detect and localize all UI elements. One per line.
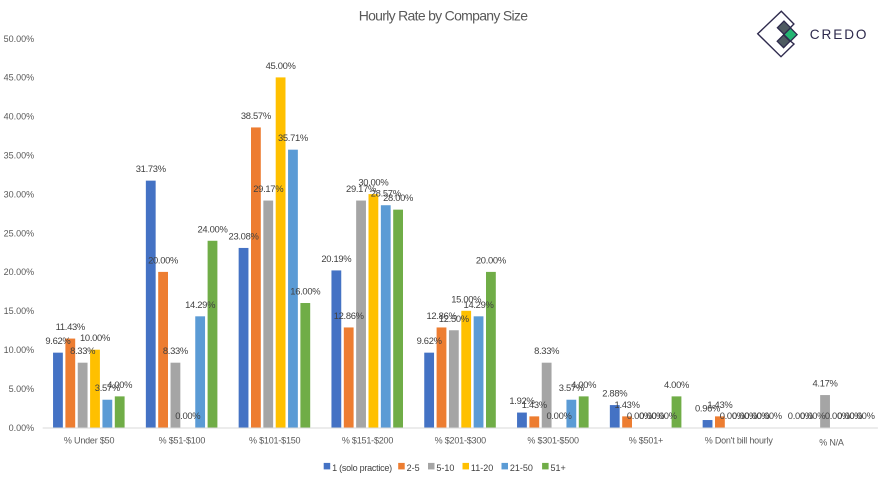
svg-text:0.00%: 0.00% [652, 410, 677, 421]
svg-text:% $51-$100: % $51-$100 [159, 436, 206, 446]
svg-text:28.57%: 28.57% [371, 188, 401, 199]
svg-text:9.62%: 9.62% [417, 335, 442, 346]
svg-text:0.00%: 0.00% [825, 410, 850, 421]
svg-text:20.00%: 20.00% [476, 254, 506, 265]
svg-text:50.00%: 50.00% [4, 34, 35, 44]
svg-text:1 (solo practice): 1 (solo practice) [332, 463, 392, 473]
svg-text:% $201-$300: % $201-$300 [435, 436, 487, 446]
svg-text:0.00%: 0.00% [788, 410, 813, 421]
svg-text:0.00%: 0.00% [757, 410, 782, 421]
svg-text:16.00%: 16.00% [290, 286, 320, 297]
svg-text:% $301-$500: % $301-$500 [527, 436, 579, 446]
svg-text:35.00%: 35.00% [4, 151, 35, 161]
svg-text:10.00%: 10.00% [4, 345, 35, 355]
svg-text:% $501+: % $501+ [629, 436, 663, 446]
svg-text:12.86%: 12.86% [427, 310, 457, 321]
svg-text:14.29%: 14.29% [464, 299, 494, 310]
svg-text:38.57%: 38.57% [241, 110, 271, 121]
svg-text:% N/A: % N/A [819, 438, 844, 448]
svg-text:12.50%: 12.50% [439, 313, 469, 324]
svg-text:0.00%: 0.00% [639, 410, 664, 421]
svg-text:15.00%: 15.00% [451, 293, 481, 304]
svg-text:8.33%: 8.33% [534, 345, 559, 356]
svg-text:20.00%: 20.00% [4, 267, 35, 277]
svg-text:1.92%: 1.92% [509, 395, 534, 406]
svg-text:1.43%: 1.43% [522, 399, 547, 410]
svg-text:29.17%: 29.17% [346, 183, 376, 194]
svg-text:4.00%: 4.00% [664, 379, 689, 390]
svg-text:35.71%: 35.71% [278, 132, 308, 143]
svg-text:% $151-$200: % $151-$200 [342, 436, 394, 446]
svg-text:21-50: 21-50 [510, 463, 533, 473]
svg-text:3.57%: 3.57% [559, 382, 584, 393]
svg-text:51+: 51+ [551, 463, 566, 473]
svg-text:0.00%: 0.00% [720, 410, 745, 421]
svg-text:0.00%: 0.00% [837, 410, 862, 421]
svg-text:15.00%: 15.00% [4, 306, 35, 316]
svg-text:11-20: 11-20 [471, 463, 493, 473]
svg-text:23.08%: 23.08% [229, 230, 259, 241]
svg-text:4.17%: 4.17% [813, 378, 838, 389]
svg-text:24.00%: 24.00% [198, 223, 228, 234]
svg-text:45.00%: 45.00% [266, 60, 296, 71]
svg-text:40.00%: 40.00% [4, 112, 35, 122]
svg-text:8.33%: 8.33% [70, 345, 95, 356]
svg-text:0.00%: 0.00% [546, 410, 571, 421]
svg-text:10.00%: 10.00% [80, 332, 110, 343]
svg-text:CREDO: CREDO [810, 27, 869, 42]
svg-text:0.00%: 0.00% [627, 410, 652, 421]
svg-text:1.43%: 1.43% [707, 399, 732, 410]
svg-text:30.00%: 30.00% [358, 177, 388, 188]
svg-text:0.00%: 0.00% [732, 410, 757, 421]
svg-text:% Don't bill hourly: % Don't bill hourly [705, 436, 774, 446]
svg-text:0.00%: 0.00% [800, 410, 825, 421]
svg-text:11.43%: 11.43% [56, 321, 85, 332]
svg-text:% Under $50: % Under $50 [64, 436, 115, 446]
svg-text:14.29%: 14.29% [185, 299, 215, 310]
svg-text:28.00%: 28.00% [383, 192, 413, 203]
svg-text:5-10: 5-10 [436, 463, 454, 473]
svg-text:0.00%: 0.00% [850, 410, 875, 421]
svg-text:29.17%: 29.17% [253, 183, 283, 194]
svg-text:0.00%: 0.00% [744, 410, 769, 421]
svg-text:30.00%: 30.00% [4, 189, 35, 199]
svg-text:9.62%: 9.62% [45, 335, 70, 346]
svg-text:20.19%: 20.19% [321, 253, 351, 264]
svg-text:8.33%: 8.33% [163, 345, 188, 356]
svg-text:3.57%: 3.57% [95, 382, 120, 393]
svg-text:0.96%: 0.96% [695, 403, 720, 414]
svg-text:0.00%: 0.00% [9, 423, 35, 433]
svg-text:12.86%: 12.86% [334, 310, 364, 321]
svg-text:2-5: 2-5 [407, 463, 420, 473]
svg-text:% $101-$150: % $101-$150 [249, 436, 301, 446]
svg-text:25.00%: 25.00% [4, 228, 35, 238]
svg-text:20.00%: 20.00% [148, 254, 178, 265]
svg-text:1.43%: 1.43% [615, 399, 640, 410]
svg-text:4.00%: 4.00% [107, 379, 132, 390]
svg-text:Hourly Rate by Company Size: Hourly Rate by Company Size [359, 8, 529, 24]
svg-text:31.73%: 31.73% [136, 163, 166, 174]
svg-text:0.00%: 0.00% [175, 410, 200, 421]
svg-text:4.00%: 4.00% [571, 379, 596, 390]
svg-text:5.00%: 5.00% [9, 384, 35, 394]
svg-text:45.00%: 45.00% [4, 73, 35, 83]
svg-text:2.88%: 2.88% [602, 388, 627, 399]
